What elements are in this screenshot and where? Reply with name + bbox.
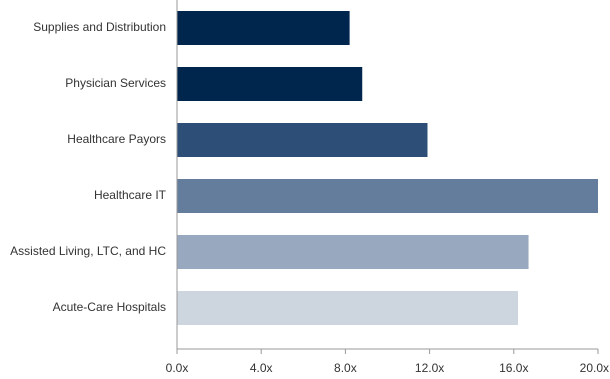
- category-label: Physician Services: [65, 76, 166, 90]
- bar-healthcare-payors: [177, 123, 428, 157]
- bars-group: [177, 11, 598, 325]
- x-tick-label: 20.0x: [580, 361, 609, 375]
- category-label: Assisted Living, LTC, and HC: [10, 244, 166, 258]
- bar-healthcare-it: [177, 179, 598, 213]
- category-label: Healthcare IT: [94, 188, 167, 202]
- bar-physician-services: [177, 67, 363, 101]
- x-tick-label: 4.0x: [250, 361, 273, 375]
- bar-acute-care-hospitals: [177, 291, 519, 325]
- x-tick-label: 16.0x: [499, 361, 528, 375]
- category-label: Acute-Care Hospitals: [53, 300, 166, 314]
- category-label: Healthcare Payors: [67, 132, 166, 146]
- x-tick-label: 12.0x: [415, 361, 444, 375]
- x-tick-label: 0.0x: [166, 361, 189, 375]
- category-label: Supplies and Distribution: [33, 20, 166, 34]
- category-labels-group: Supplies and Distribution Physician Servi…: [10, 20, 167, 314]
- bar-supplies-and-distribution: [177, 11, 350, 45]
- x-ticks-group: 0.0x 4.0x 8.0x 12.0x 16.0x 20.0x: [166, 349, 609, 375]
- x-tick-label: 8.0x: [334, 361, 357, 375]
- bar-assisted-living-ltc-and-hc: [177, 235, 529, 269]
